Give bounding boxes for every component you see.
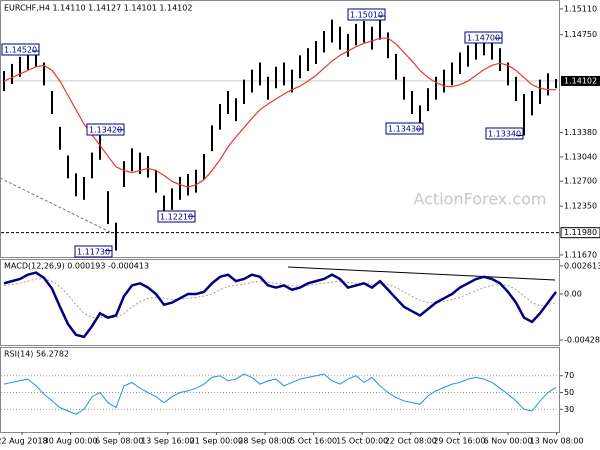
x-tick-label: 30 Aug 00:00 — [44, 437, 98, 446]
watermark: ActionForex.com — [413, 190, 546, 209]
x-tick-label: 15 Oct 00:00 — [336, 437, 388, 446]
annotation-box — [485, 127, 524, 140]
rsi-title: RSI(14) 56.2782 — [4, 350, 69, 359]
y-tick-label: 0.00 — [564, 290, 582, 299]
annotation-label: 1.11730 — [77, 248, 110, 257]
x-tick-label: 13 Sep 16:00 — [141, 437, 194, 446]
x-tick-label: 13 Nov 08:00 — [530, 437, 584, 446]
macd-title: MACD(12,26,9) 0.000193 -0.000413 — [4, 262, 149, 271]
macd-panel — [0, 259, 560, 346]
annotation-label: 1.14520 — [4, 46, 37, 55]
y-tick-label: 50 — [564, 388, 574, 397]
x-tick-label: 5 Oct 16:00 — [290, 437, 337, 446]
last-price-box — [561, 75, 600, 86]
support-label-box — [560, 227, 600, 239]
y-tick-label: 1.14750 — [564, 30, 597, 39]
y-tick-label: 30 — [564, 405, 574, 414]
rsi-panel — [0, 347, 560, 433]
x-tick-label: 6 Nov 00:00 — [484, 437, 533, 446]
annotation-label: 1.13430 — [388, 125, 421, 134]
y-tick-label: 1.12350 — [564, 202, 597, 211]
annotation-label: 1.15010 — [350, 11, 383, 20]
y-tick-label: 1.13040 — [564, 152, 597, 161]
annotation-label: 1.12210 — [160, 213, 193, 222]
trend-line — [0, 177, 111, 233]
moving-average — [3, 37, 556, 188]
x-tick-label: 21 Sep 00:00 — [190, 437, 243, 446]
y-tick-label: 1.13380 — [564, 128, 597, 137]
annotation-label: 1.13420 — [89, 126, 122, 135]
annotation-label: 1.14700 — [467, 34, 500, 43]
x-tick-label: 28 Sep 08:00 — [238, 437, 291, 446]
annotation-box — [464, 31, 503, 44]
annotation-box — [1, 43, 40, 56]
rsi-line — [3, 373, 557, 415]
y-tick-label: 1.12700 — [564, 177, 597, 186]
macd-line — [3, 271, 558, 339]
x-tick-label: 22 Oct 08:00 — [385, 437, 437, 446]
y-tick-label: 70 — [564, 371, 574, 380]
x-tick-label: 6 Sep 08:00 — [95, 437, 143, 446]
annotation-box — [347, 8, 386, 21]
price-panel — [0, 0, 560, 258]
y-tick-label: 1.15110 — [564, 4, 597, 13]
y-tick-label: 0.002613 — [564, 261, 600, 270]
y-tick-label: 1.11670 — [564, 250, 597, 259]
last-price-label: 1.14102 — [564, 76, 597, 85]
macd-trend-line — [287, 266, 556, 281]
annotation-box — [74, 245, 113, 258]
x-tick-label: 22 Aug 2018 — [0, 437, 48, 446]
signal-line — [3, 278, 557, 319]
x-tick-label: 29 Oct 16:00 — [433, 437, 485, 446]
price-title: EURCHF,H4 1.14110 1.14127 1.14101 1.1410… — [4, 4, 192, 13]
annotation-label: 1.13340 — [488, 130, 521, 139]
support-label: 1.11980 — [564, 228, 597, 237]
